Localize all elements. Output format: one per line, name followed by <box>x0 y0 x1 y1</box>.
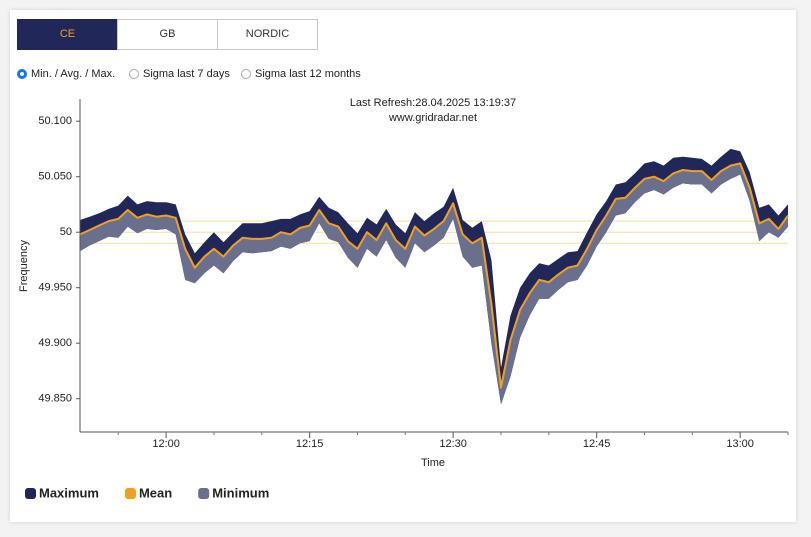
x-tick-label: 12:00 <box>152 438 180 450</box>
x-tick-label: 12:45 <box>583 438 611 450</box>
y-tick-label: 49.900 <box>38 337 72 349</box>
annotation: Last Refresh:28.04.2025 13:19:37 <box>350 97 516 109</box>
y-tick-label: 50 <box>60 226 72 238</box>
x-tick-label: 12:30 <box>439 438 467 450</box>
y-tick-label: 50.050 <box>38 171 72 183</box>
minimum-area <box>80 163 788 405</box>
x-tick-label: 13:00 <box>726 438 754 450</box>
tab[interactable]: NORDIC <box>217 19 318 50</box>
annotation: www.gridradar.net <box>388 112 477 124</box>
legend-swatch <box>198 488 210 499</box>
y-tick-label: 50.100 <box>38 115 72 127</box>
radio[interactable] <box>241 69 251 79</box>
mean-line <box>79 162 789 389</box>
legend-swatch <box>124 488 136 499</box>
radio-label: Min. / Avg. / Max. <box>31 68 116 80</box>
radio-option[interactable]: Min. / Avg. / Max. <box>17 67 115 81</box>
radio-label: Sigma last 12 months <box>255 68 361 80</box>
legend-label: Maximum <box>39 485 99 500</box>
radio[interactable] <box>129 69 139 79</box>
radio-option[interactable]: Sigma last 12 months <box>241 67 361 81</box>
legend-label: Minimum <box>212 485 269 500</box>
legend-label: Mean <box>139 485 172 500</box>
x-tick-label: 12:15 <box>296 438 324 450</box>
radio-option[interactable]: Sigma last 7 days <box>129 67 230 81</box>
tab[interactable]: CE <box>17 19 118 50</box>
card: CE GB NORDIC Min. / Avg. / Max. Sigma la… <box>10 10 796 522</box>
y-tick-label: 49.950 <box>38 282 72 294</box>
x-axis-label: Time <box>421 457 445 469</box>
y-axis-label: Frequency <box>18 240 30 292</box>
radio[interactable] <box>17 69 27 79</box>
legend-swatch <box>25 488 36 499</box>
y-tick-label: 49.850 <box>38 393 72 405</box>
radio-label: Sigma last 7 days <box>143 68 230 80</box>
